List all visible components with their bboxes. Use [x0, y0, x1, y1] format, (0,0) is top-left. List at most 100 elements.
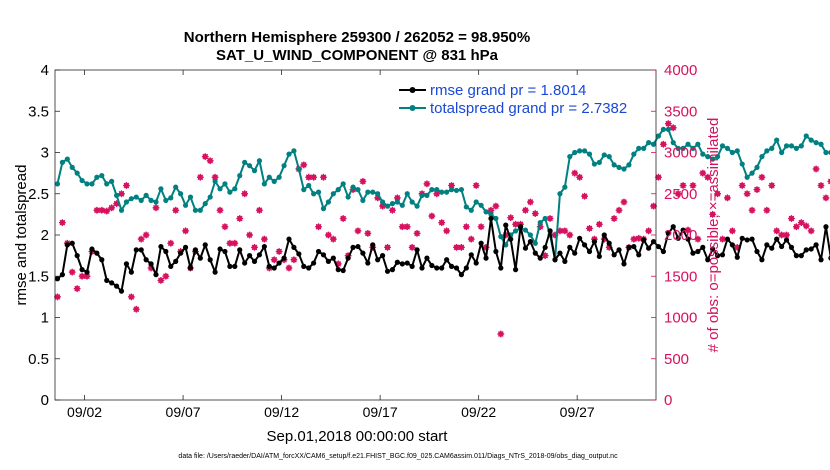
totalspread-point	[419, 192, 425, 198]
totalspread-point	[513, 228, 519, 234]
obs-marker	[802, 222, 810, 230]
rmse-point	[665, 230, 671, 236]
rmse-point	[237, 247, 243, 253]
rmse-point	[626, 244, 632, 250]
rmse-point	[143, 257, 149, 263]
obs-marker	[586, 224, 593, 232]
rmse-point	[670, 224, 676, 230]
obs-marker	[783, 231, 790, 239]
obs-marker	[172, 206, 180, 214]
obs-marker	[241, 190, 249, 198]
totalspread-point	[128, 196, 134, 202]
obs-marker	[477, 223, 485, 231]
obs-marker	[669, 124, 677, 132]
obs-marker-ring	[764, 207, 770, 213]
obs-marker-ring	[759, 174, 765, 180]
totalspread-point	[429, 187, 435, 193]
totalspread-point	[69, 164, 75, 170]
obs-marker-ring	[611, 215, 617, 222]
obs-marker-ring	[443, 228, 450, 234]
obs-marker	[497, 330, 505, 338]
rmse-point	[379, 253, 386, 259]
obs-marker	[290, 256, 298, 264]
rmse-point	[301, 263, 307, 269]
obs-marker-ring	[251, 244, 258, 251]
obs-marker	[714, 190, 721, 198]
rmse-point	[192, 247, 198, 253]
obs-marker	[561, 227, 569, 235]
obs-marker-ring	[576, 174, 583, 180]
totalspread-point	[394, 199, 400, 205]
axis-ticks	[55, 69, 656, 401]
obs-marker-ring	[754, 186, 760, 193]
rmse-point	[739, 235, 745, 241]
rmse-point	[513, 267, 519, 273]
chart-title-line2: SAT_U_WIND_COMPONENT @ 831 hPa	[216, 47, 499, 64]
totalspread-point	[54, 181, 61, 187]
totalspread-point	[138, 197, 144, 203]
totalspread-point	[232, 186, 238, 192]
obs-marker-ring	[197, 174, 204, 180]
totalspread-point	[646, 140, 652, 146]
rmse-point	[636, 252, 642, 258]
totalspread-point	[355, 187, 361, 193]
obs-marker	[285, 264, 293, 272]
totalspread-point	[237, 173, 243, 179]
y-axis-label-right: # of obs: o=possible; ×=assimilated	[705, 118, 722, 353]
obs-marker	[541, 252, 549, 260]
obs-marker-ring	[123, 182, 130, 189]
rmse-point	[719, 252, 726, 258]
y-left-tick-label: 3	[41, 145, 49, 162]
totalspread-point	[542, 215, 548, 222]
obs-marker	[354, 227, 362, 235]
totalspread-point	[261, 181, 267, 187]
totalspread-point	[158, 186, 164, 192]
rmse-point	[606, 240, 612, 246]
legend-totalspread-marker	[409, 105, 416, 111]
rmse-point	[660, 248, 666, 255]
obs-marker-ring	[705, 174, 711, 180]
x-tick-label: 09/27	[560, 404, 595, 420]
y-left-tick-labels: 0 0.5 1 1.5 2 2.5 3 3.5 4	[28, 62, 49, 409]
totalspread-point	[251, 168, 258, 174]
rmse-point	[118, 288, 125, 294]
obs-marker	[684, 226, 692, 234]
obs-marker	[674, 190, 682, 198]
obs-marker-ring	[429, 213, 435, 219]
totalspread-point	[714, 154, 721, 160]
rmse-point	[113, 283, 120, 289]
obs-marker-ring	[714, 191, 721, 197]
rmse-point	[779, 243, 785, 250]
rmse-point	[320, 252, 327, 258]
totalspread-point	[660, 126, 666, 132]
obs-marker	[650, 202, 657, 210]
obs-marker-ring	[813, 166, 819, 172]
totalspread-point	[404, 191, 410, 197]
y-left-tick-label: 1.5	[28, 268, 49, 285]
rmse-point	[212, 269, 218, 275]
rmse-point	[355, 243, 361, 250]
obs-marker	[699, 169, 707, 177]
rmse-point	[793, 253, 800, 259]
obs-marker	[438, 219, 446, 227]
obs-marker-ring	[581, 193, 588, 199]
totalspread-point	[335, 187, 341, 193]
obs-marker-ring	[586, 225, 593, 232]
totalspread-point	[256, 158, 263, 164]
totalspread-point	[636, 145, 642, 151]
obs-marker	[443, 227, 451, 235]
rmse-point	[488, 215, 494, 222]
rmse-point	[586, 248, 593, 255]
rmse-point	[483, 255, 489, 261]
obs-marker-ring	[680, 182, 686, 189]
rmse-point	[685, 236, 691, 242]
obs-marker-ring	[562, 228, 568, 234]
totalspread-point	[788, 143, 795, 149]
obs-marker	[458, 243, 465, 251]
obs-marker-ring	[818, 182, 824, 189]
totalspread-point	[448, 187, 455, 193]
rmse-point	[744, 237, 750, 243]
obs-marker-ring	[542, 252, 548, 259]
obs-marker-ring	[74, 285, 80, 292]
obs-marker	[364, 229, 372, 237]
